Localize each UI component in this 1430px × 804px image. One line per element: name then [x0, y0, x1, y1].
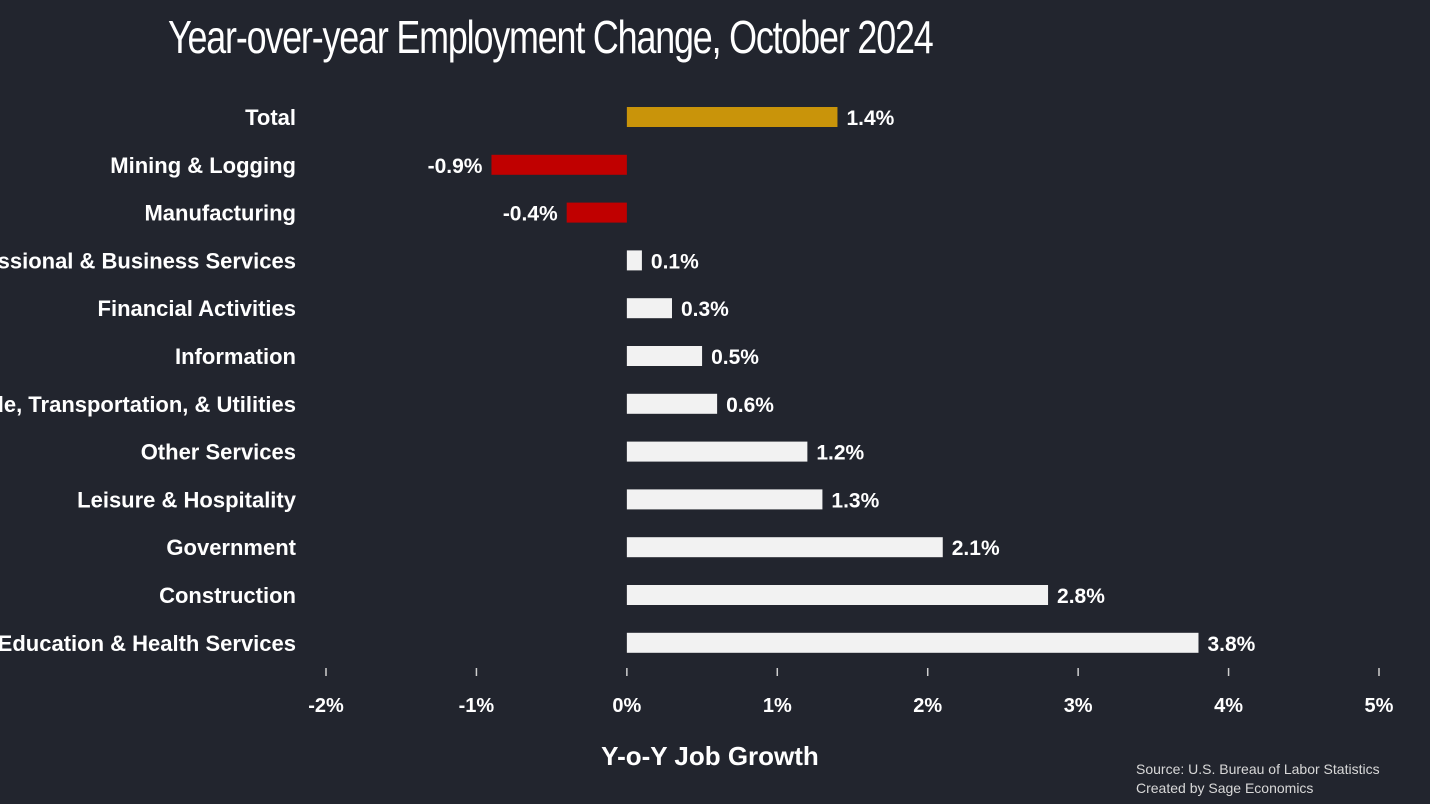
- category-label: Mining & Logging: [110, 153, 296, 178]
- bar: [626, 537, 943, 558]
- data-label: 2.8%: [1057, 585, 1105, 608]
- category-label: Information: [175, 344, 296, 369]
- x-tick-label: 4%: [1214, 695, 1243, 717]
- data-label: 0.1%: [651, 250, 699, 273]
- data-label: 0.3%: [681, 298, 729, 321]
- data-label: 3.8%: [1207, 633, 1255, 656]
- bar: [626, 298, 672, 319]
- source-line: Source: U.S. Bureau of Labor Statistics: [1136, 761, 1380, 777]
- credit-line: Created by Sage Economics: [1136, 780, 1314, 796]
- data-label: -0.4%: [503, 203, 558, 226]
- x-tick-label: -2%: [308, 695, 344, 717]
- bar: [626, 346, 703, 366]
- x-tick-label: -1%: [459, 695, 495, 717]
- data-label: -0.9%: [428, 155, 483, 178]
- category-label: Education & Health Services: [0, 631, 296, 656]
- x-tick-label: 2%: [913, 695, 942, 717]
- category-label: Construction: [159, 583, 296, 608]
- x-tick-label: 5%: [1365, 695, 1394, 717]
- bar: [626, 107, 838, 127]
- bar: [626, 632, 1199, 653]
- x-axis-title: Y-o-Y Job Growth: [601, 741, 819, 771]
- category-label: Total: [245, 105, 296, 130]
- x-tick-label: 0%: [612, 695, 641, 717]
- bar: [491, 154, 627, 175]
- x-tick-label: 1%: [763, 695, 792, 717]
- bar: [626, 441, 808, 462]
- source-note: Source: U.S. Bureau of Labor Statistics …: [1136, 760, 1380, 798]
- category-label: Financial Activities: [98, 296, 296, 321]
- bar: [626, 250, 642, 271]
- category-label: Leisure & Hospitality: [77, 487, 297, 512]
- category-label: Professional & Business Services: [0, 248, 296, 273]
- data-label: 2.1%: [952, 537, 1000, 560]
- bar: [626, 489, 823, 510]
- bar: [566, 202, 627, 223]
- bar: [626, 393, 718, 414]
- category-label: Manufacturing: [144, 201, 296, 226]
- data-label: 1.3%: [831, 489, 879, 512]
- chart-title: Year-over-year Employment Change, Octobe…: [168, 11, 934, 63]
- data-label: 1.4%: [846, 107, 894, 130]
- data-label: 0.5%: [711, 346, 759, 369]
- data-label: 0.6%: [726, 394, 774, 417]
- data-label: 1.2%: [816, 442, 864, 465]
- category-label: Trade, Transportation, & Utilities: [0, 392, 296, 417]
- category-label: Government: [166, 535, 296, 560]
- x-tick-label: 3%: [1064, 695, 1093, 717]
- bar: [626, 585, 1049, 605]
- category-label: Other Services: [141, 440, 296, 465]
